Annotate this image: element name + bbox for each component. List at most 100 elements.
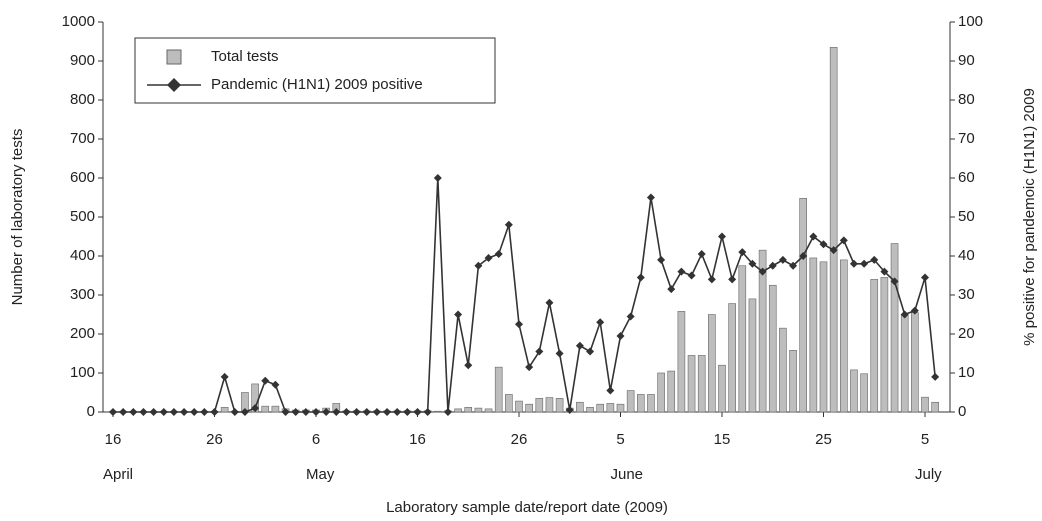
legend-box [134, 37, 496, 104]
marker [474, 261, 483, 270]
x-tick-label: 25 [815, 431, 832, 448]
bar [667, 370, 676, 413]
marker [707, 275, 716, 284]
x-tick-label: 15 [714, 431, 731, 448]
y2-tick-label: 70 [958, 130, 975, 147]
y2-tick-label: 10 [958, 364, 975, 381]
bar [616, 403, 625, 413]
bar [880, 277, 889, 413]
bar [464, 407, 473, 413]
line [113, 177, 936, 413]
marker [443, 408, 452, 416]
legend-label: Total tests [211, 48, 279, 65]
bar [768, 284, 777, 413]
bar [576, 401, 584, 413]
y-tick-label: 0 [87, 403, 95, 420]
marker [240, 408, 249, 416]
y2-tick-label: 40 [958, 247, 975, 264]
marker [586, 347, 595, 356]
bar [433, 410, 442, 413]
marker [312, 408, 320, 416]
marker [109, 408, 117, 416]
bar [738, 265, 747, 413]
y2-axis-label: % positive for pandemoic (H1N1) 2009 [1021, 88, 1038, 346]
y-tick-label: 800 [70, 91, 95, 108]
bar [860, 373, 868, 413]
bar [677, 311, 686, 413]
marker [454, 310, 463, 319]
marker [342, 408, 351, 416]
month-label: April [103, 466, 133, 483]
bar [647, 394, 655, 413]
marker [180, 408, 189, 416]
marker [220, 372, 229, 381]
bar [708, 314, 716, 413]
marker [484, 253, 493, 262]
bar [900, 314, 909, 413]
marker [433, 174, 442, 182]
marker [646, 193, 655, 202]
y-tick-label: 900 [70, 52, 95, 69]
bar [596, 403, 605, 413]
y-tick-label: 600 [70, 169, 95, 186]
bar [636, 394, 645, 413]
bar [515, 400, 523, 413]
marker [799, 252, 808, 260]
y-tick-label: 100 [70, 364, 95, 381]
marker [636, 273, 645, 282]
y2-tick-label: 60 [958, 169, 975, 186]
marker [200, 408, 209, 416]
bar [911, 312, 919, 413]
marker [352, 408, 361, 416]
marker [494, 250, 503, 259]
y2-tick-label: 30 [958, 286, 975, 303]
bar [850, 369, 858, 413]
y2-tick-label: 0 [958, 403, 966, 420]
marker [667, 285, 676, 294]
marker [748, 259, 757, 268]
bar [454, 408, 462, 413]
marker [362, 408, 371, 416]
marker [839, 236, 848, 245]
marker [921, 273, 929, 282]
marker [555, 349, 564, 358]
marker [504, 220, 513, 229]
bar [220, 407, 229, 413]
bar [261, 405, 270, 413]
x-tick-label: 26 [206, 431, 223, 448]
bar [697, 355, 706, 413]
marker [819, 240, 828, 249]
bar [525, 403, 533, 413]
bar [809, 257, 818, 413]
bar [545, 397, 554, 413]
bar [505, 394, 513, 413]
marker [728, 275, 737, 284]
x-tick-label: 16 [105, 431, 122, 448]
marker [372, 408, 381, 416]
bar [687, 355, 696, 413]
bar [606, 403, 615, 413]
bar [839, 259, 848, 413]
bar [494, 366, 503, 413]
y2-tick-label: 80 [958, 91, 975, 108]
marker [159, 408, 168, 416]
marker [423, 408, 432, 416]
y-tick-label: 300 [70, 286, 95, 303]
bar [657, 372, 665, 413]
marker [322, 408, 331, 416]
bar [931, 401, 939, 413]
marker [169, 408, 178, 416]
marker [332, 408, 341, 416]
marker [768, 261, 777, 270]
bar [271, 405, 280, 413]
month-label: May [306, 466, 335, 483]
x-tick-label: 6 [312, 431, 320, 448]
bar [586, 407, 594, 413]
marker [515, 320, 523, 329]
month-label: June [611, 466, 644, 483]
marker [738, 248, 747, 257]
marker [758, 267, 767, 276]
marker [697, 250, 706, 259]
bar [535, 398, 544, 413]
